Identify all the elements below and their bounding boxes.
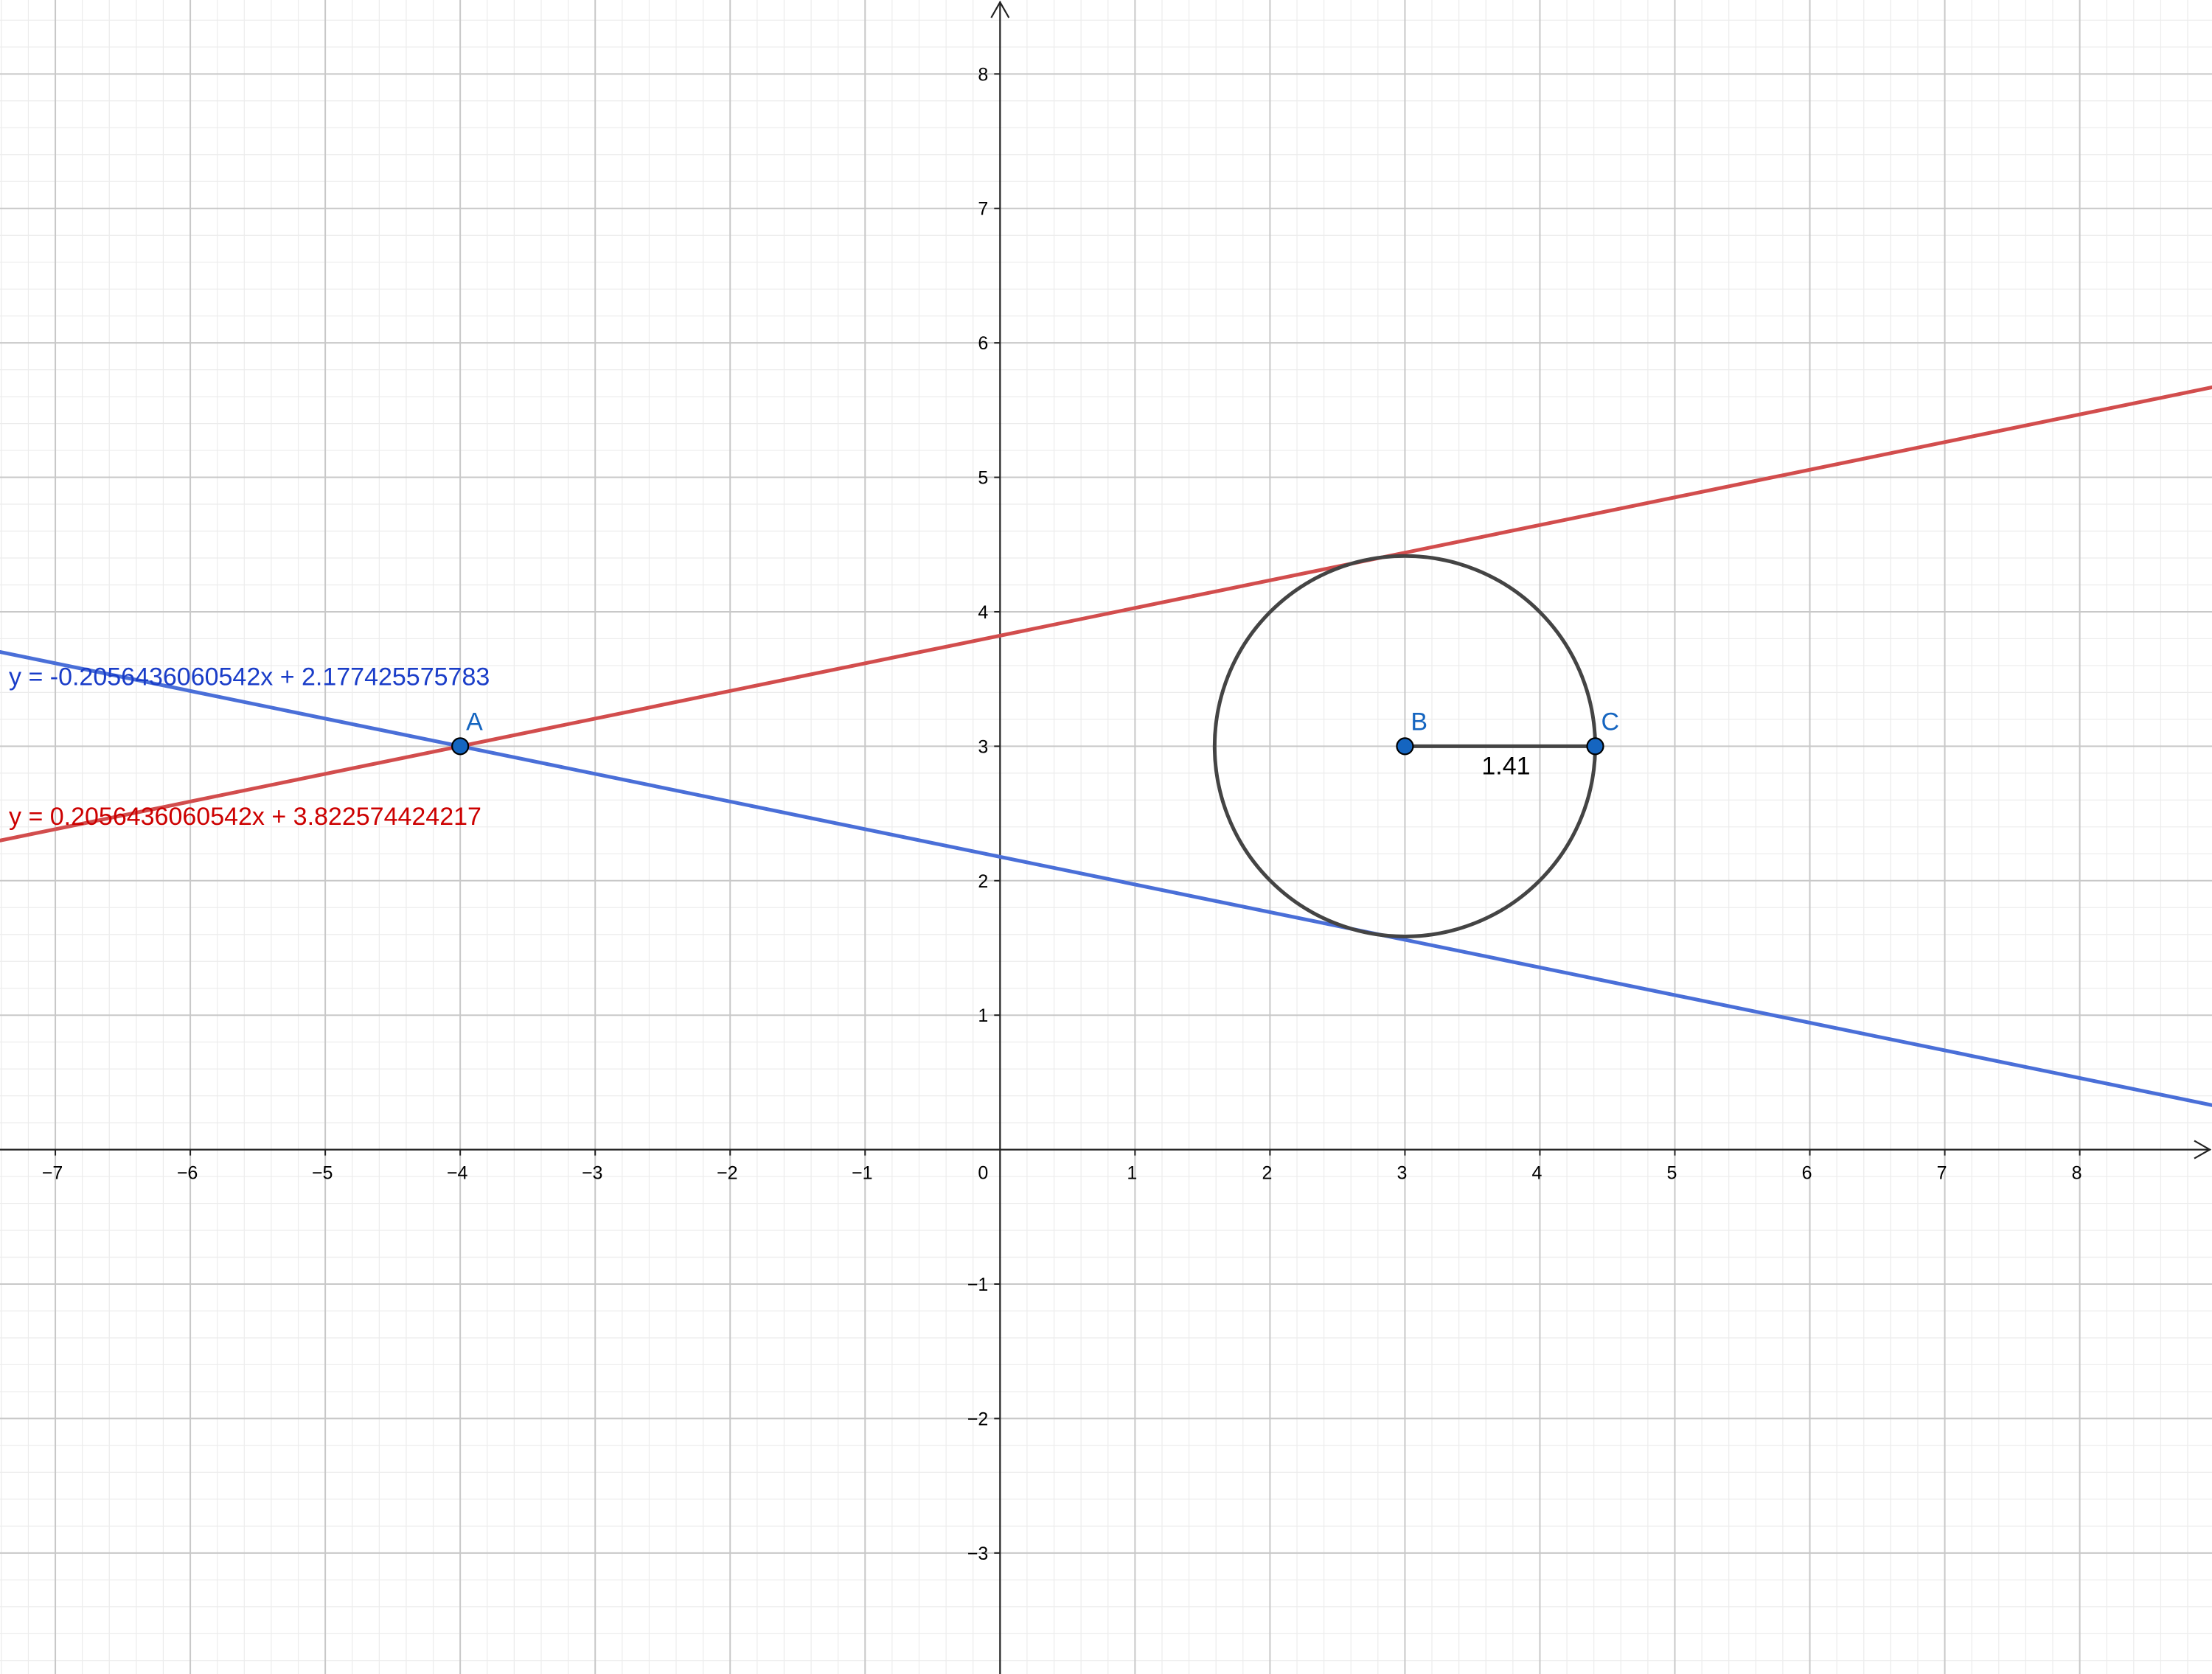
tangent-line-1 [0, 649, 2212, 1107]
x-tick-label: 3 [1397, 1163, 1407, 1184]
x-tick-label: 4 [1532, 1163, 1543, 1184]
x-tick-label: −3 [582, 1163, 603, 1184]
line-equation-label-1: y = -0.2056436060542x + 2.177425575783 [9, 663, 490, 691]
x-tick-label: −6 [177, 1163, 198, 1184]
y-tick-label: 5 [978, 468, 988, 489]
y-tick-label: −2 [967, 1409, 989, 1429]
y-tick-label: 8 [978, 64, 988, 85]
x-tick-label: −7 [42, 1163, 63, 1184]
y-tick-label: 2 [978, 871, 988, 892]
y-tick-label: −1 [967, 1274, 989, 1295]
point-c [1586, 737, 1604, 756]
point-label-a: A [466, 708, 483, 736]
points [451, 737, 1604, 756]
point-a [451, 737, 470, 756]
y-tick-label: 6 [978, 333, 988, 354]
x-tick-label: 2 [1262, 1163, 1272, 1184]
tangent-line-2 [0, 385, 2212, 843]
x-tick-label: 1 [1127, 1163, 1137, 1184]
tick-labels: −7 −6 −5 −4 −3 −2 −1 1 2 3 4 5 6 7 8 −3 −2 −1 1 2 3 4 5 6 7 8 0 [42, 64, 2082, 1564]
origin-label: 0 [978, 1163, 988, 1184]
y-tick-label: 4 [978, 602, 988, 623]
x-tick-label: 6 [1802, 1163, 1812, 1184]
segment-length-label: 1.41 [1481, 752, 1530, 780]
x-axis-arrow-icon [2194, 1140, 2212, 1159]
point-label-c: C [1601, 708, 1620, 736]
x-tick-label: 5 [1667, 1163, 1677, 1184]
point-label-b: B [1411, 708, 1427, 736]
x-tick-label: −1 [852, 1163, 873, 1184]
x-tick-label: −4 [447, 1163, 468, 1184]
x-tick-label: −5 [312, 1163, 333, 1184]
point-b [1396, 737, 1414, 756]
object-labels: 1.41 y = -0.2056436060542x + 2.1774255757… [9, 663, 1619, 831]
x-tick-label: 8 [2072, 1163, 2082, 1184]
y-tick-label: 1 [978, 1005, 988, 1026]
x-tick-label: −2 [717, 1163, 738, 1184]
y-tick-label: −3 [967, 1544, 989, 1564]
y-tick-label: 3 [978, 736, 988, 757]
line-equation-label-2: y = 0.2056436060542x + 3.822574424217 [9, 803, 481, 831]
y-axis-arrow-icon [990, 0, 1010, 18]
y-tick-label: 7 [978, 199, 988, 220]
x-tick-label: 7 [1937, 1163, 1947, 1184]
